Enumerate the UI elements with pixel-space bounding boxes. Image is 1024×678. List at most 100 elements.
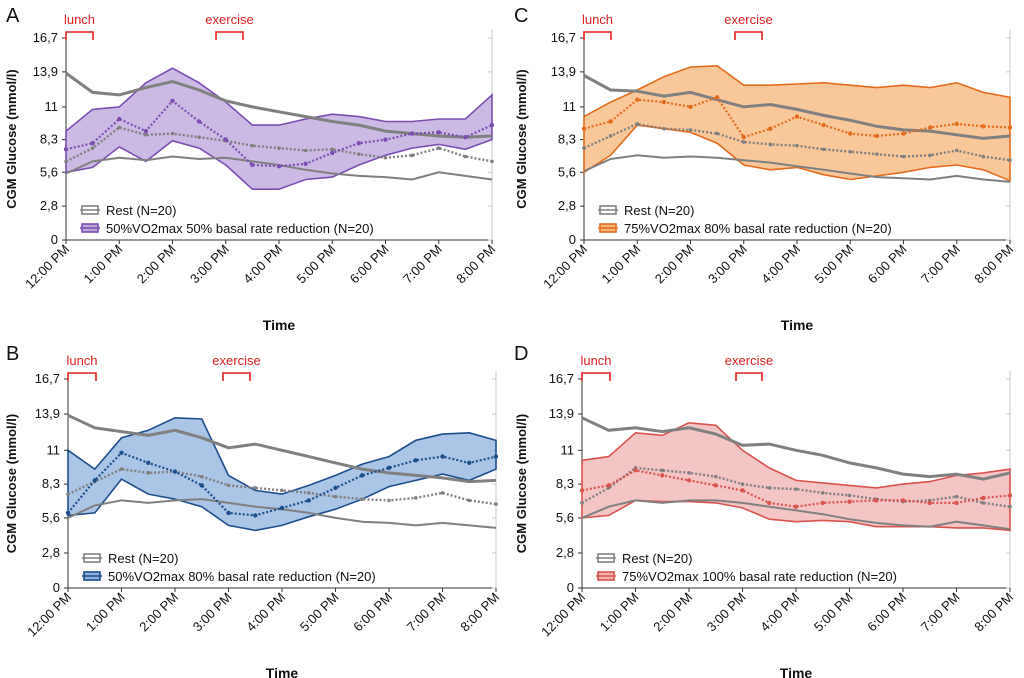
treatment-mean-point bbox=[279, 505, 285, 511]
rest-mean-point bbox=[90, 146, 95, 150]
treatment-band bbox=[65, 67, 493, 190]
rest-upper-line bbox=[581, 416, 1011, 481]
treatment-mean-point bbox=[660, 473, 665, 478]
rest-mean-point bbox=[954, 494, 959, 499]
x-axis-label: Time bbox=[266, 665, 299, 678]
treatment-mean-point bbox=[579, 488, 585, 493]
x-tick-label: 6:00 PM bbox=[865, 242, 910, 287]
treatment-mean-point bbox=[713, 483, 718, 488]
rest-mean-point bbox=[253, 486, 258, 490]
rest-mean-point bbox=[383, 155, 388, 160]
treatment-mean-point bbox=[954, 121, 959, 127]
treatment-mean-point bbox=[65, 510, 71, 516]
y-tick-label: 8,3 bbox=[42, 476, 60, 491]
y-tick-label: 11 bbox=[561, 442, 575, 457]
treatment-mean-point bbox=[900, 498, 906, 503]
rest-mean-point bbox=[333, 494, 338, 499]
lunch-bracket bbox=[581, 372, 611, 381]
x-tick-label: 5:00 PM bbox=[294, 242, 339, 287]
rest-mean-point bbox=[608, 134, 613, 138]
treatment-band bbox=[67, 416, 497, 532]
rest-mean-point bbox=[463, 154, 468, 159]
legend-treatment-label: 75%VO2max 100% basal rate reduction (N=2… bbox=[622, 569, 897, 584]
treatment-mean-point bbox=[1007, 493, 1013, 498]
y-axis-label: CGM Glucose (mmol/l) bbox=[4, 69, 19, 208]
treatment-mean-point bbox=[92, 478, 97, 483]
rest-lower-line bbox=[583, 154, 1011, 183]
x-tick-label: 6:00 PM bbox=[864, 590, 909, 635]
x-tick-label: 4:00 PM bbox=[243, 590, 288, 635]
x-tick-label: 2:00 PM bbox=[652, 242, 697, 287]
treatment-mean-point bbox=[226, 510, 231, 516]
exercise-label: exercise bbox=[205, 12, 253, 27]
rest-upper-line bbox=[65, 71, 493, 139]
x-tick-label: 3:00 PM bbox=[705, 242, 750, 287]
y-tick-label: 11 bbox=[563, 99, 577, 114]
lunch-label: lunch bbox=[580, 353, 611, 368]
treatment-mean-point bbox=[794, 114, 800, 119]
y-tick-label: 2,8 bbox=[558, 198, 576, 213]
x-axis-label: Time bbox=[780, 665, 813, 678]
y-tick-label: 16,7 bbox=[33, 30, 58, 45]
y-tick-label: 13,9 bbox=[33, 64, 58, 79]
rest-mean-point bbox=[1008, 504, 1012, 509]
treatment-mean-point bbox=[146, 460, 151, 466]
y-tick-label: 13,9 bbox=[551, 64, 576, 79]
x-tick-label: 6:00 PM bbox=[347, 242, 392, 287]
rest-mean-line bbox=[581, 466, 1011, 508]
rest-mean-point bbox=[875, 152, 879, 156]
rest-mean-point bbox=[494, 502, 498, 506]
x-tick-label: 4:00 PM bbox=[757, 590, 802, 635]
x-tick-label: 4:00 PM bbox=[240, 242, 285, 287]
treatment-mean-point bbox=[90, 141, 95, 146]
rest-lower-line bbox=[581, 499, 1011, 531]
panel-a: A 16,7 13,9 11 8,3 5,6 2,8 012:00 PM 1:00 PM 2:00… bbox=[4, 5, 498, 333]
rest-mean-point bbox=[64, 159, 68, 164]
y-tick-label: 16,7 bbox=[549, 371, 574, 386]
exercise-bracket bbox=[215, 31, 244, 40]
x-tick-label: 7:00 PM bbox=[404, 590, 449, 635]
rest-mean-point bbox=[410, 153, 414, 158]
rest-mean-point bbox=[741, 140, 746, 144]
treatment-mean-point bbox=[688, 104, 693, 110]
rest-mean-point bbox=[821, 147, 826, 152]
treatment-mean-point bbox=[330, 150, 335, 156]
rest-mean-point bbox=[768, 142, 773, 147]
y-tick-label: 8,3 bbox=[558, 132, 576, 147]
rest-mean-point bbox=[467, 498, 472, 503]
x-tick-label: 7:00 PM bbox=[918, 590, 963, 635]
treatment-mean-point bbox=[768, 126, 773, 131]
rest-mean-point bbox=[795, 143, 799, 148]
legend-rest-label: Rest (N=20) bbox=[622, 551, 692, 566]
legend: Rest (N=20) 50%VO2max 50% basal rate redu… bbox=[80, 203, 374, 236]
treatment-mean-point bbox=[436, 130, 441, 135]
treatment-mean-point bbox=[117, 116, 122, 122]
x-tick-label: 4:00 PM bbox=[758, 242, 803, 287]
rest-mean-point bbox=[226, 483, 231, 488]
legend: Rest (N=20) 50%VO2max 80% basal rate redu… bbox=[82, 551, 376, 584]
rest-mean-point bbox=[197, 135, 201, 139]
x-tick-label: 7:00 PM bbox=[400, 242, 445, 287]
lunch-bracket bbox=[65, 31, 94, 40]
treatment-mean-point bbox=[927, 125, 933, 130]
treatment-mean-point bbox=[820, 500, 825, 506]
rest-mean-point bbox=[357, 152, 361, 156]
y-tick-label: 11 bbox=[47, 442, 61, 457]
rest-upper-line bbox=[583, 74, 1011, 140]
x-tick-label: 8:00 PM bbox=[457, 590, 502, 635]
y-axis-label: CGM Glucose (mmol/l) bbox=[514, 69, 529, 208]
exercise-label: exercise bbox=[724, 12, 772, 27]
y-tick-label: 8,3 bbox=[40, 132, 58, 147]
rest-mean-point bbox=[436, 146, 441, 150]
treatment-mean-point bbox=[119, 450, 124, 456]
legend-rest-label: Rest (N=20) bbox=[106, 203, 176, 218]
rest-mean-point bbox=[847, 493, 852, 498]
rest-mean-point bbox=[440, 491, 445, 495]
x-tick-label: 5:00 PM bbox=[812, 242, 857, 287]
x-axis-label: Time bbox=[781, 317, 814, 333]
treatment-mean-point bbox=[383, 137, 388, 142]
exercise-bracket bbox=[222, 372, 251, 381]
y-tick-label: 16,7 bbox=[551, 30, 576, 45]
legend: Rest (N=20) 75%VO2max 100% basal rate red… bbox=[596, 551, 897, 584]
x-tick-label: 12:00 PM bbox=[22, 242, 72, 292]
